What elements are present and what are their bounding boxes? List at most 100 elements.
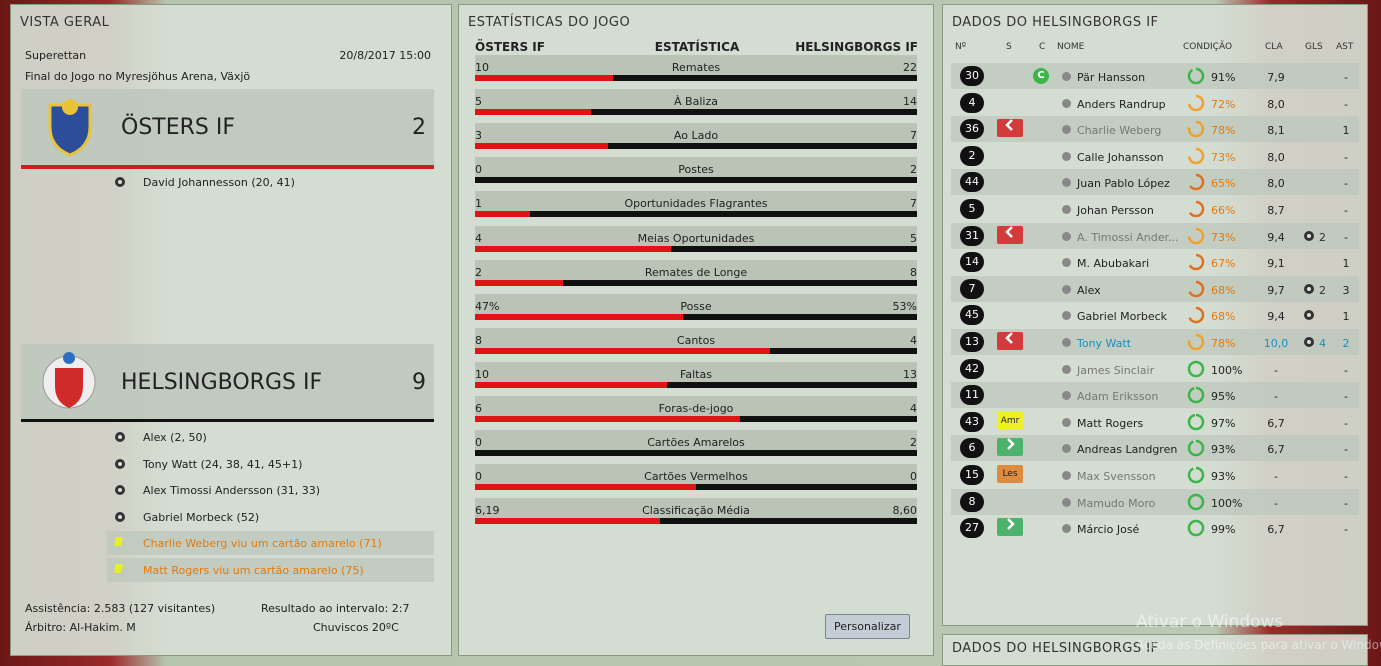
stat-label: Remates xyxy=(671,61,721,74)
condition-icon xyxy=(1187,227,1205,248)
watermark-text: Aceda às Definições para ativar o Window… xyxy=(1136,638,1381,652)
ball-icon xyxy=(114,431,126,446)
customize-button[interactable]: Personalizar xyxy=(825,614,910,639)
stat-track xyxy=(475,313,917,320)
home-value: 47% xyxy=(475,299,500,313)
stat-band xyxy=(475,89,917,110)
goal-event: Tony Watt (24, 38, 41, 45+1) xyxy=(143,457,303,471)
condition-ring xyxy=(1187,147,1205,165)
players-panel: DADOS DO HELSINGBORGS IF Nº S C NOME CONDIÇÃ… xyxy=(942,4,1368,626)
away-value: 53% xyxy=(892,299,917,313)
info-icon xyxy=(1062,178,1071,188)
row-band xyxy=(951,275,1359,302)
stat-band xyxy=(475,225,917,246)
stat-bar xyxy=(475,313,683,320)
condition-ring xyxy=(1187,307,1205,324)
condition-icon xyxy=(1187,466,1205,487)
shirt-number: 6 xyxy=(960,438,984,459)
shirt-number: 15 xyxy=(960,465,984,485)
stat-label: Cantos xyxy=(676,333,716,347)
condition-ring xyxy=(1187,94,1205,111)
player-name: Pär Hansson xyxy=(1077,71,1146,84)
goals: 2 xyxy=(1319,283,1326,297)
away-crest xyxy=(42,352,96,409)
condition-icon xyxy=(1187,173,1205,194)
stat-track xyxy=(475,75,917,81)
info-icon xyxy=(1062,284,1071,294)
player-name: Adam Eriksson xyxy=(1077,390,1159,404)
player-name: Tony Watt xyxy=(1077,337,1132,350)
stat-track xyxy=(475,450,917,457)
row-band xyxy=(951,169,1359,196)
stat-band xyxy=(475,55,917,75)
info-icon xyxy=(1062,417,1071,427)
card-event: Matt Rogers viu um cartão amarelo (75) xyxy=(143,564,364,577)
shirt-number: 4 xyxy=(960,92,984,113)
rating: 6,7 xyxy=(1267,416,1285,430)
stat-track xyxy=(475,484,917,491)
shirt-number: 27 xyxy=(960,518,984,539)
away-name: HELSINGBORGS IF xyxy=(121,370,323,395)
shirt-number: 8 xyxy=(960,491,984,512)
rating: - xyxy=(1274,390,1278,404)
shirt-number: 5 xyxy=(960,199,984,219)
assists: - xyxy=(1344,390,1348,404)
info-icon xyxy=(1062,524,1071,534)
away-line xyxy=(21,419,434,422)
condition-value: 68% xyxy=(1211,310,1236,324)
shirt-number: 44 xyxy=(960,172,984,193)
stat-band xyxy=(475,361,917,382)
condition-ring xyxy=(1187,519,1205,537)
assists: - xyxy=(1344,363,1348,377)
attendance: Assistência: 2.583 (127 visitantes) xyxy=(25,602,216,615)
ball-icon xyxy=(114,176,126,191)
away-value: 7 xyxy=(910,129,917,143)
assists: - xyxy=(1344,177,1348,191)
condition-icon xyxy=(1187,94,1205,115)
stat-bar xyxy=(475,279,564,286)
stat-bar xyxy=(475,245,672,252)
sub-icon xyxy=(997,518,1023,537)
referee: Árbitro: Al-Hakim. M xyxy=(25,621,136,634)
column-header: S xyxy=(1006,42,1012,52)
stat-label: Faltas xyxy=(680,367,712,381)
sub-icon xyxy=(997,119,1023,138)
condition-icon xyxy=(1187,67,1205,88)
condition-icon xyxy=(1187,519,1205,540)
ball-icon xyxy=(114,458,126,473)
stat-label: Foras-de-jogo xyxy=(658,402,734,415)
player-name: Mamudo Moro xyxy=(1077,496,1156,510)
player-name: M. Abubakari xyxy=(1077,257,1150,271)
condition-icon xyxy=(1187,253,1205,274)
info-icon xyxy=(1062,258,1071,268)
column-header: GLS xyxy=(1305,42,1323,52)
assists: - xyxy=(1344,204,1348,217)
status-badge: Amr xyxy=(997,411,1023,430)
condition-ring xyxy=(1187,174,1205,191)
goal-event: David Johannesson (20, 41) xyxy=(143,176,295,189)
home-value: 6,19 xyxy=(475,504,500,518)
stat-label: Meias Oportunidades xyxy=(637,231,755,245)
event-band xyxy=(107,531,434,556)
home-value: 4 xyxy=(475,231,482,245)
row-band xyxy=(951,382,1359,409)
away-value: 7 xyxy=(910,197,917,211)
condition-value: 100% xyxy=(1211,363,1243,377)
rating: - xyxy=(1274,363,1278,377)
stat-bar xyxy=(475,347,770,354)
sub-icon xyxy=(997,438,1023,457)
home-score: 2 xyxy=(412,115,426,140)
stat-track xyxy=(475,211,917,218)
condition-value: 91% xyxy=(1211,71,1236,84)
player-name: Calle Johansson xyxy=(1077,150,1164,164)
home-value: 5 xyxy=(475,95,482,109)
condition-icon xyxy=(1187,147,1205,168)
stat-bar xyxy=(475,109,592,116)
stat-label: Cartões Vermelhos xyxy=(644,470,748,484)
column-header: ÖSTERS IF xyxy=(475,40,545,54)
stat-band xyxy=(475,396,917,416)
condition-ring xyxy=(1187,440,1205,457)
assists: 1 xyxy=(1342,310,1350,324)
condition-value: 100% xyxy=(1211,496,1243,510)
sub-icon xyxy=(997,225,1023,244)
